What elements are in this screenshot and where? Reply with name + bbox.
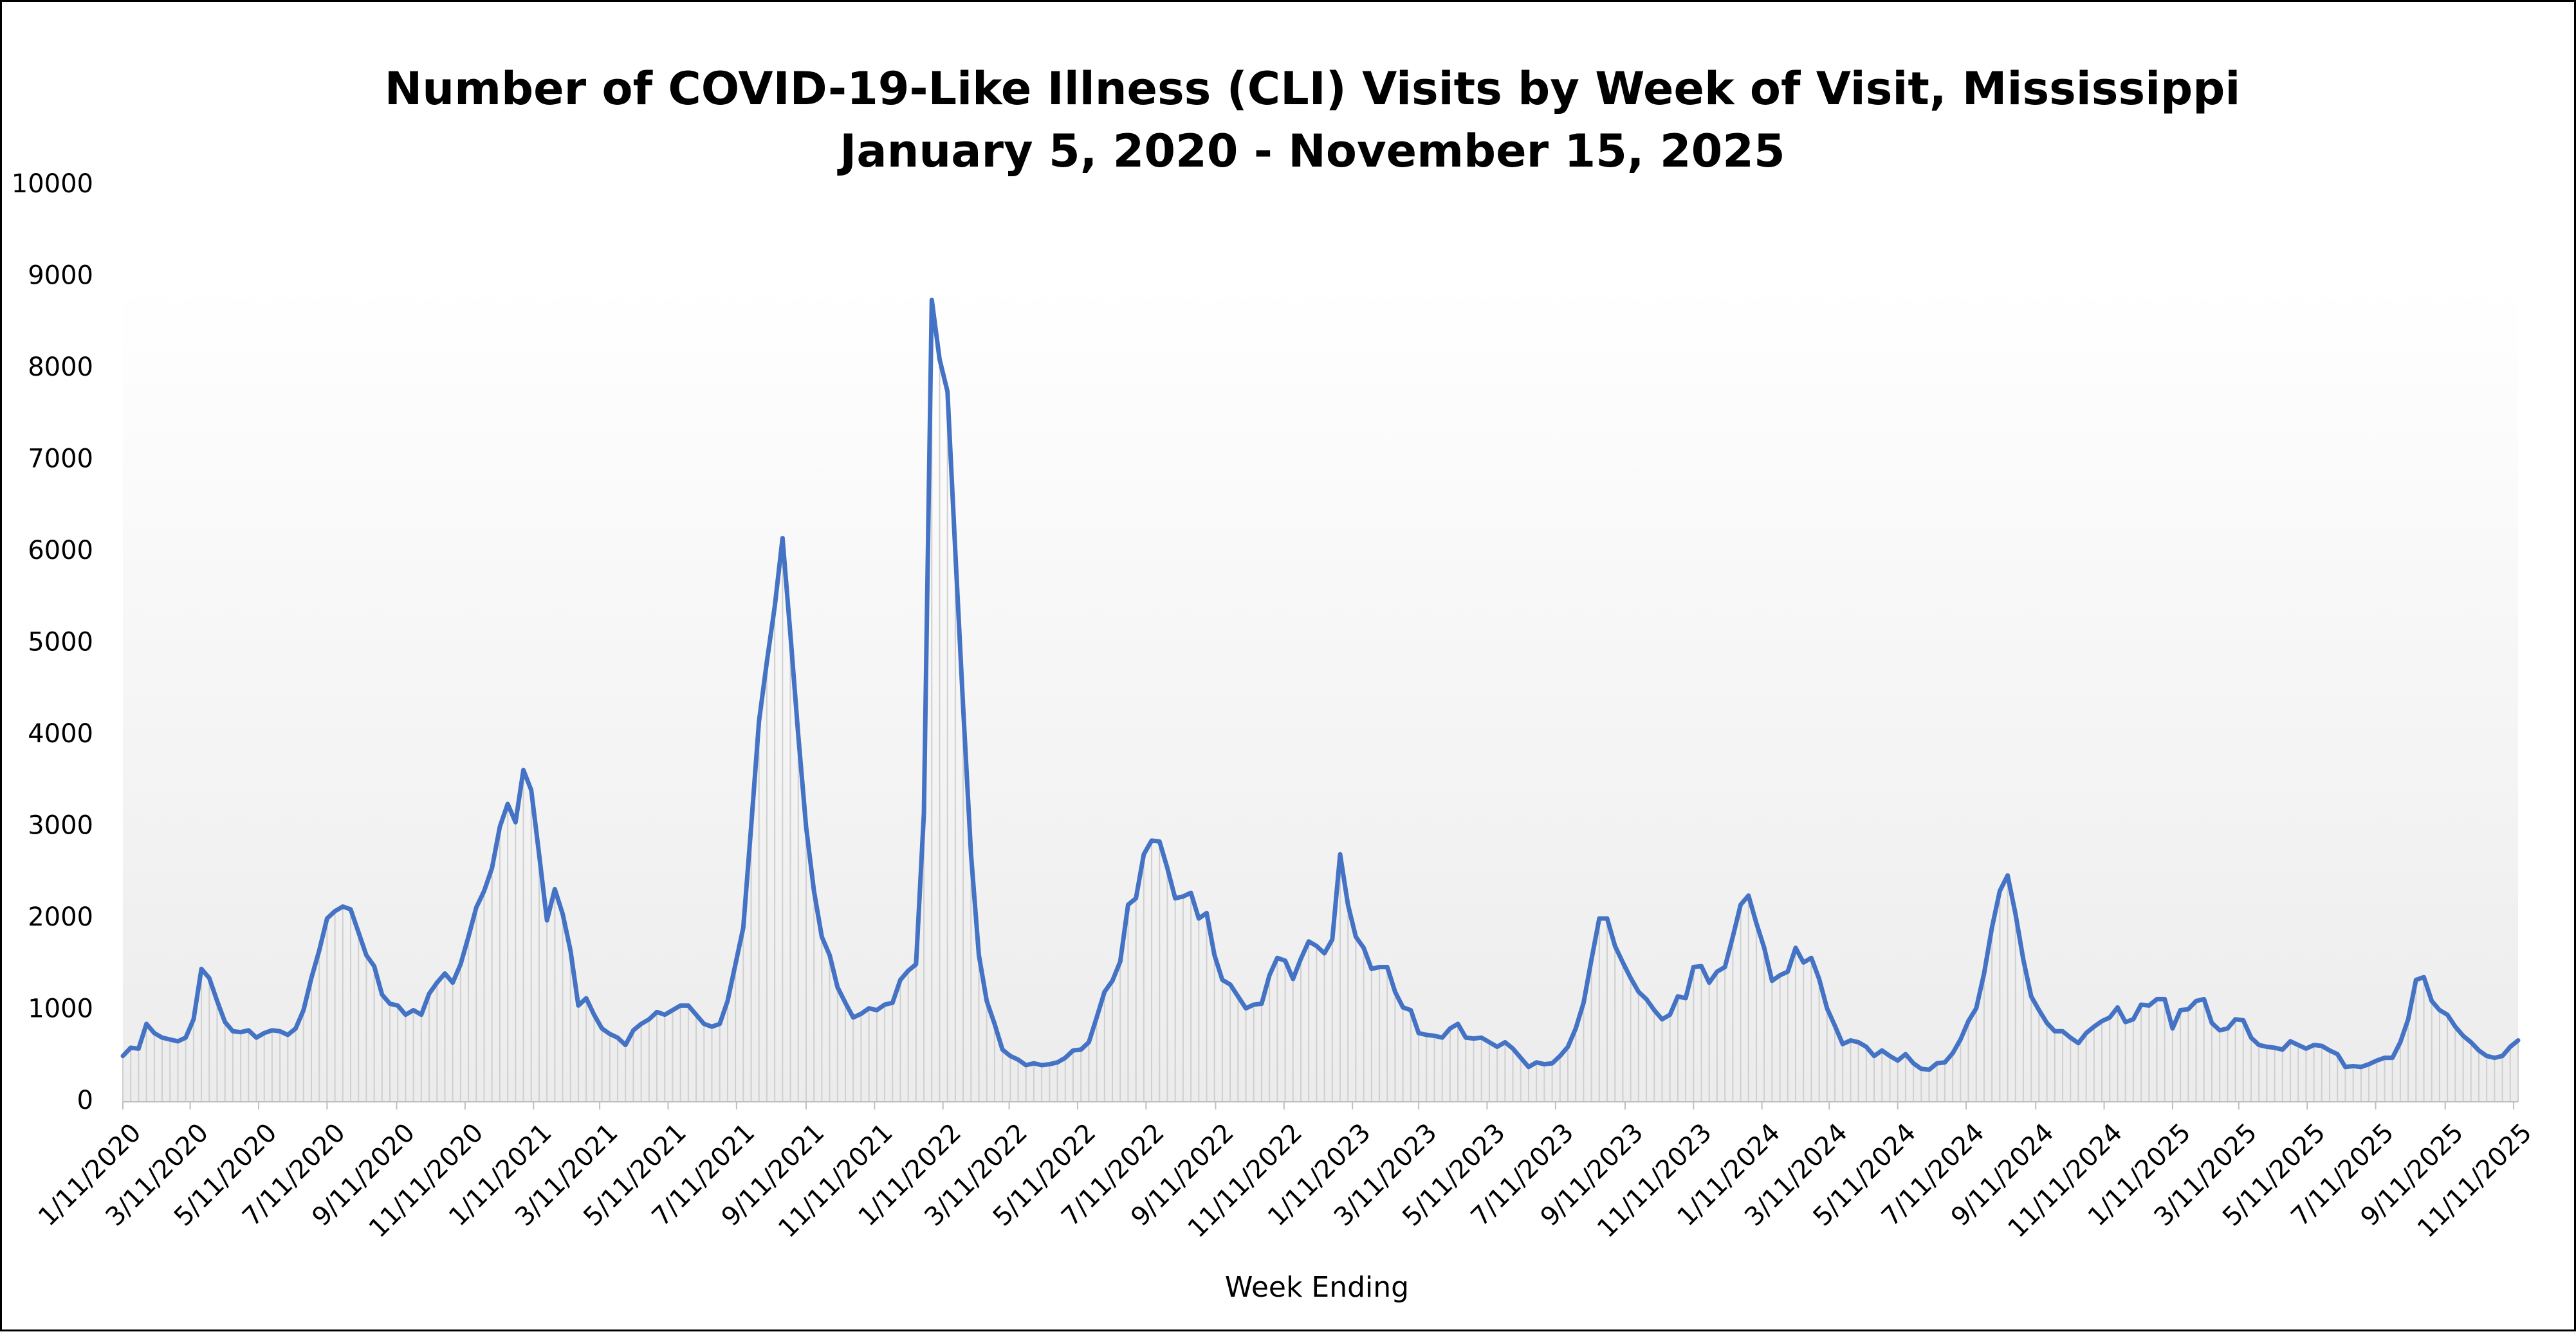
chart-subtitle: January 5, 2020 - November 15, 2025: [837, 125, 1785, 178]
series-line: [120, 297, 2521, 1072]
y-tick-label: 3000: [28, 811, 93, 841]
y-tick-label: 1000: [28, 994, 93, 1024]
y-tick-label: 10000: [12, 169, 93, 199]
drop-lines: [122, 300, 2519, 1102]
y-tick-label: 9000: [28, 261, 93, 291]
chart-title: Number of COVID-19-Like Illness (CLI) Vi…: [385, 62, 2241, 115]
y-tick-label: 5000: [28, 628, 93, 657]
y-tick-label: 2000: [28, 902, 93, 932]
y-tick-label: 0: [77, 1086, 93, 1115]
y-tick-label: 6000: [28, 536, 93, 565]
plot-background: [123, 283, 2518, 1102]
y-tick-label: 8000: [28, 352, 93, 382]
y-tick-label: 7000: [28, 444, 93, 474]
plot: [120, 297, 2521, 1072]
y-tick-label: 4000: [28, 719, 93, 749]
x-axis-title: Week Ending: [1225, 1271, 1409, 1304]
